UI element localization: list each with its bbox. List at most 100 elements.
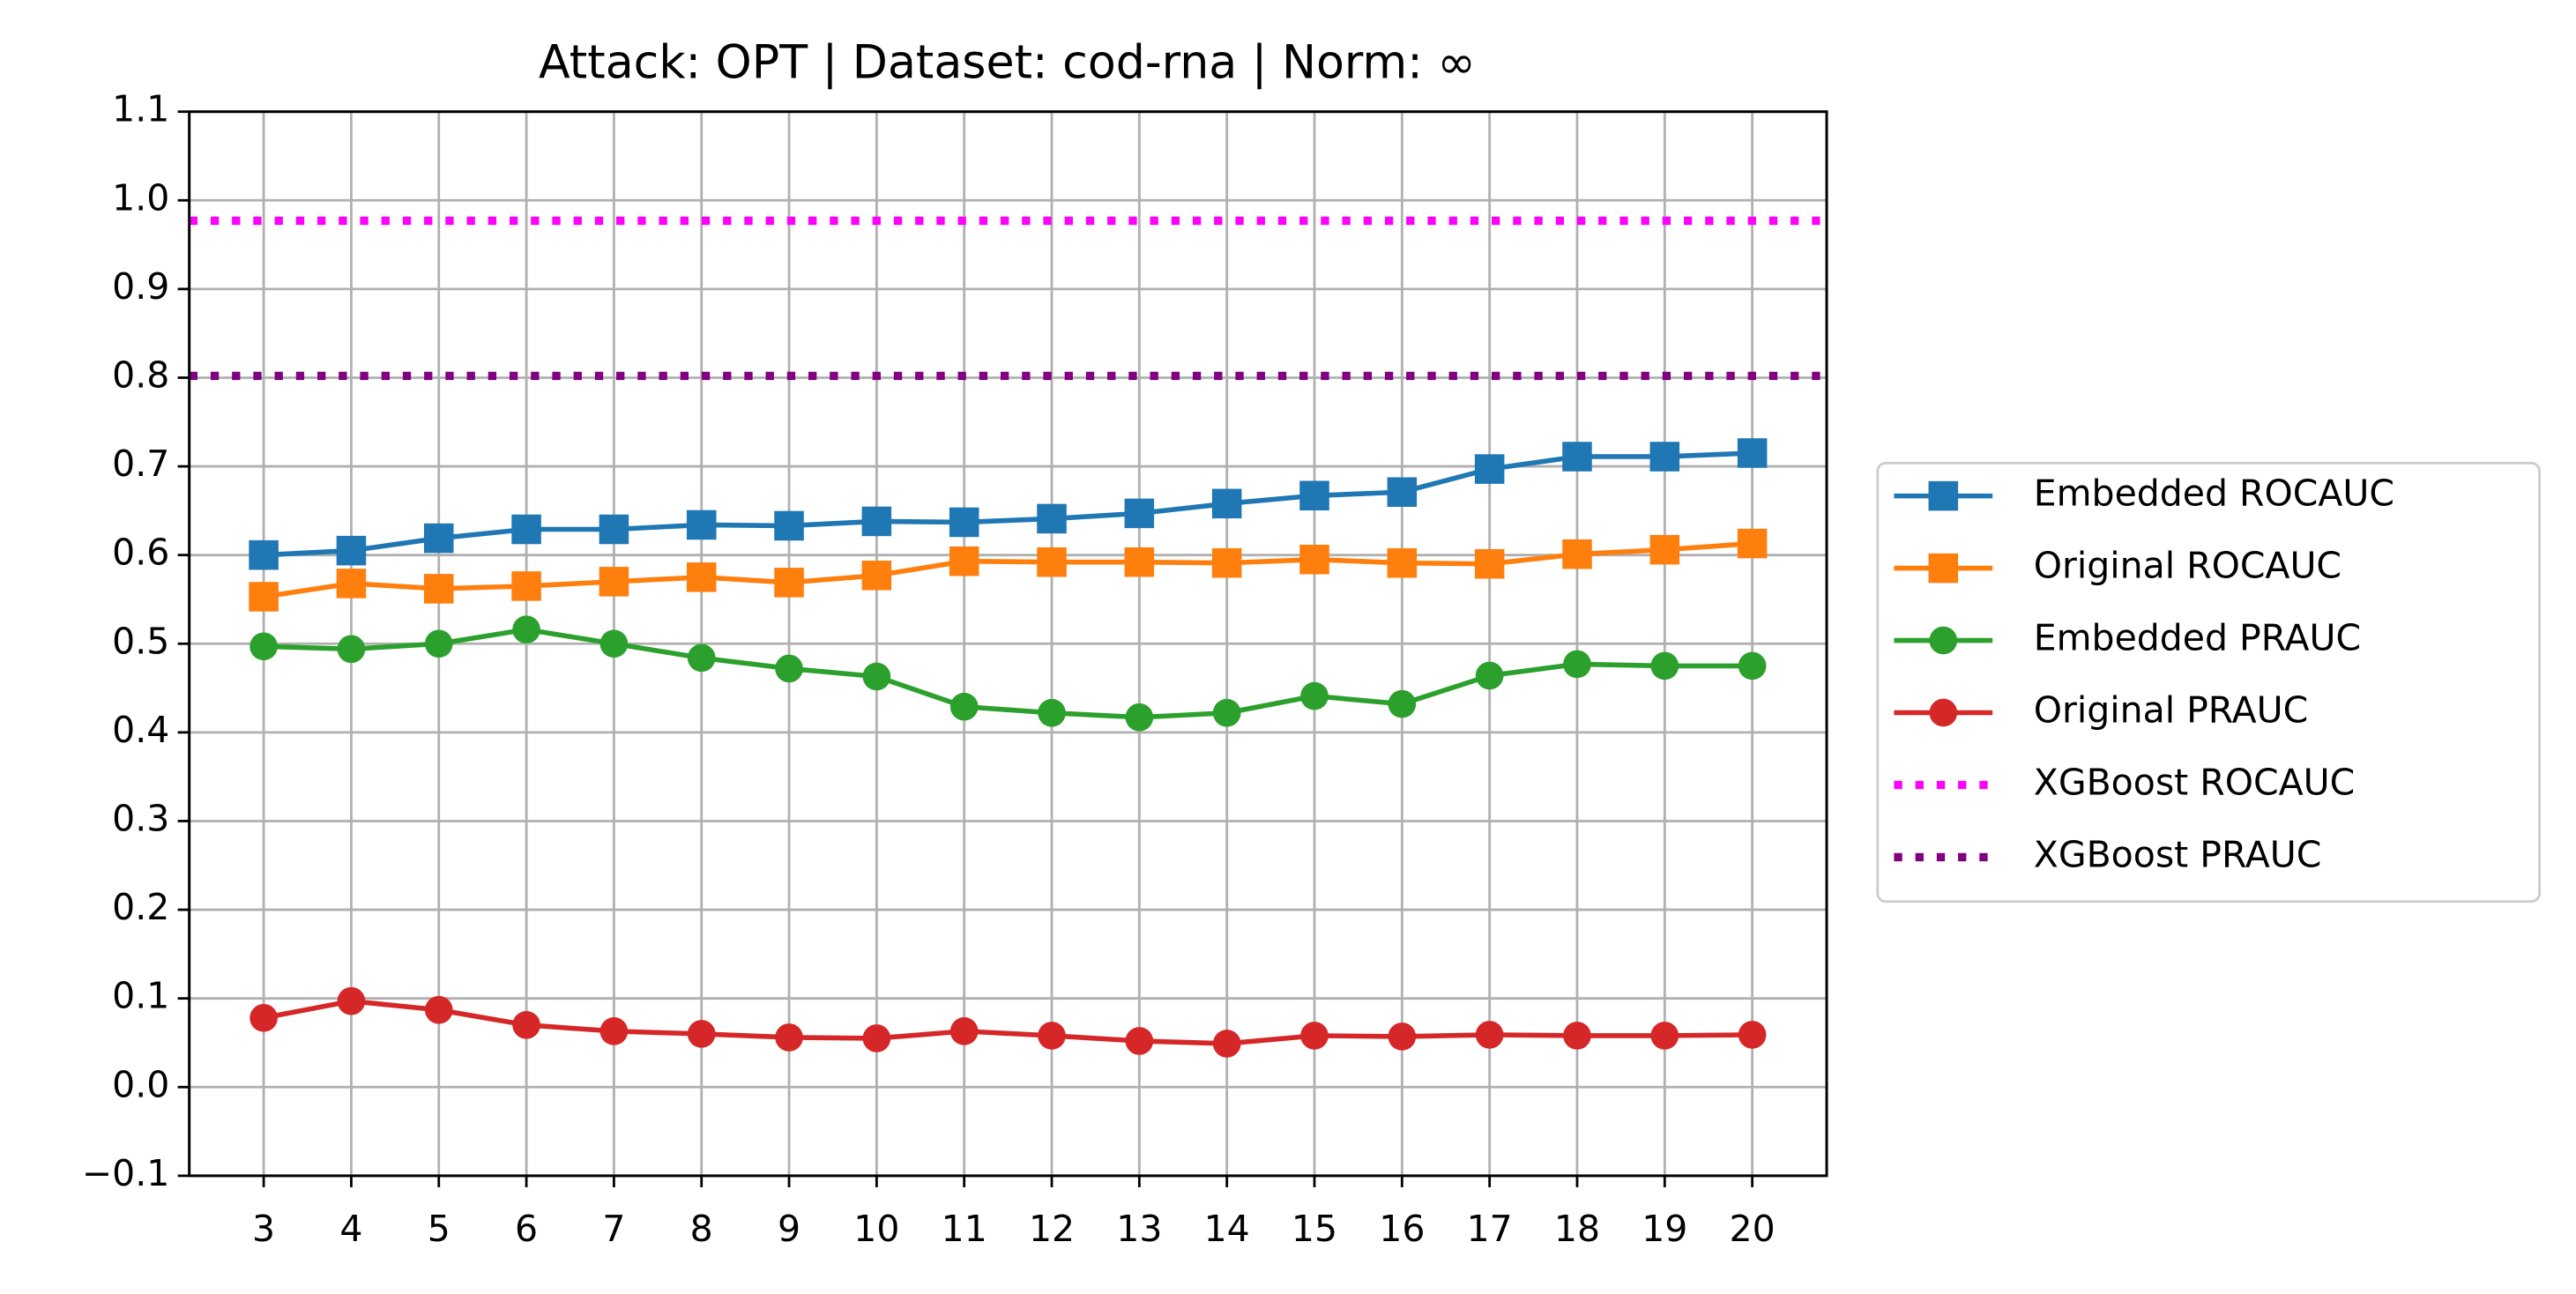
- x-tick-label: 12: [1029, 1208, 1075, 1250]
- marker: [1387, 477, 1418, 508]
- marker: [511, 514, 541, 545]
- marker: [512, 1011, 540, 1039]
- x-tick-label: 18: [1554, 1208, 1600, 1250]
- marker: [686, 562, 717, 592]
- legend-label: XGBoost ROCAUC: [2034, 761, 2355, 803]
- x-tick-label: 9: [778, 1208, 800, 1250]
- marker: [1649, 442, 1680, 472]
- x-tick-label: 16: [1379, 1208, 1425, 1250]
- marker: [1650, 1022, 1679, 1050]
- marker: [1299, 544, 1329, 575]
- y-tick-label: 0.7: [112, 442, 169, 485]
- marker: [1563, 1022, 1591, 1050]
- legend-label: XGBoost PRAUC: [2034, 833, 2322, 875]
- marker: [1212, 698, 1241, 727]
- marker: [862, 1024, 891, 1052]
- x-tick-label: 19: [1642, 1208, 1687, 1250]
- marker: [599, 1017, 629, 1045]
- x-tick-label: 7: [602, 1208, 625, 1250]
- marker: [337, 635, 366, 664]
- marker: [599, 514, 629, 545]
- marker: [949, 692, 979, 721]
- x-tick-label: 4: [339, 1208, 362, 1250]
- marker: [1929, 626, 1958, 655]
- y-tick-label: −0.1: [82, 1152, 169, 1194]
- marker: [1929, 698, 1958, 727]
- plot-area: [189, 216, 1828, 1058]
- marker: [423, 523, 454, 554]
- y-tick-label: 0.4: [112, 709, 169, 751]
- y-tick-label: 0.2: [112, 886, 169, 928]
- marker: [424, 995, 453, 1024]
- x-tick-label: 3: [252, 1208, 275, 1250]
- marker: [949, 507, 979, 538]
- marker: [1563, 650, 1591, 679]
- y-tick-label: 0.9: [112, 265, 169, 308]
- marker: [424, 629, 453, 658]
- marker: [1388, 1023, 1417, 1051]
- marker: [949, 1017, 979, 1045]
- marker: [1125, 703, 1154, 732]
- x-tick-label: 11: [942, 1208, 987, 1250]
- marker: [861, 561, 892, 591]
- marker: [249, 632, 278, 661]
- marker: [1124, 547, 1155, 577]
- marker: [1124, 498, 1155, 529]
- x-tick-label: 15: [1292, 1208, 1337, 1250]
- x-tick-label: 17: [1467, 1208, 1513, 1250]
- marker: [1125, 1027, 1154, 1055]
- y-tick-label: 0.3: [112, 797, 169, 839]
- marker: [686, 509, 717, 540]
- legend-box: [1876, 461, 2541, 904]
- y-tick-label: 0.8: [112, 353, 169, 396]
- y-tick-label: 1.1: [112, 88, 169, 130]
- y-tick-label: 0.1: [112, 975, 169, 1017]
- marker: [1738, 651, 1767, 680]
- marker: [512, 615, 540, 644]
- marker: [1299, 480, 1329, 511]
- marker: [1211, 547, 1242, 578]
- x-tick-label: 13: [1116, 1208, 1162, 1250]
- ticks: −0.1 0.0 0.1 0.2 0.3 0.4 0.5 0.6 0.7 0.8 0.9 1.0 1.1…: [82, 88, 1776, 1251]
- marker: [775, 1023, 803, 1052]
- marker: [1300, 681, 1329, 710]
- marker: [1212, 1030, 1241, 1058]
- marker: [1388, 689, 1417, 718]
- y-tick-label: 1.0: [112, 176, 169, 219]
- marker: [1300, 1022, 1329, 1050]
- marker: [1738, 1021, 1767, 1049]
- marker: [1562, 539, 1592, 569]
- marker: [599, 567, 629, 597]
- marker: [1037, 547, 1067, 577]
- legend-label: Embedded ROCAUC: [2034, 472, 2394, 515]
- x-tick-label: 20: [1730, 1208, 1776, 1250]
- marker: [511, 571, 541, 601]
- series-line: [264, 627, 1753, 720]
- marker: [1211, 488, 1242, 519]
- marker: [1737, 438, 1768, 468]
- marker: [687, 1020, 716, 1048]
- marker: [249, 1003, 278, 1032]
- marker: [1649, 534, 1680, 565]
- marker: [775, 654, 803, 683]
- x-tick-label: 5: [428, 1208, 450, 1250]
- marker: [949, 546, 979, 576]
- marker: [1037, 503, 1067, 534]
- marker: [1038, 1022, 1066, 1050]
- marker: [1650, 651, 1679, 680]
- marker: [861, 506, 892, 537]
- marker: [336, 569, 367, 599]
- marker: [774, 568, 804, 598]
- marker: [337, 986, 366, 1015]
- legend: Embedded ROCAUC Original ROCAUC Embedded P…: [1894, 472, 2394, 875]
- marker: [1474, 548, 1505, 579]
- marker: [1928, 480, 1959, 511]
- legend-label: Original PRAUC: [2034, 689, 2308, 732]
- legend-label: Original ROCAUC: [2034, 545, 2341, 587]
- marker: [1475, 1021, 1504, 1049]
- x-tick-label: 6: [515, 1208, 538, 1250]
- marker: [1475, 661, 1504, 690]
- y-tick-label: 0.5: [112, 620, 169, 662]
- chart-title: Attack: OPT | Dataset: cod-rna | Norm: ∞: [539, 37, 1476, 90]
